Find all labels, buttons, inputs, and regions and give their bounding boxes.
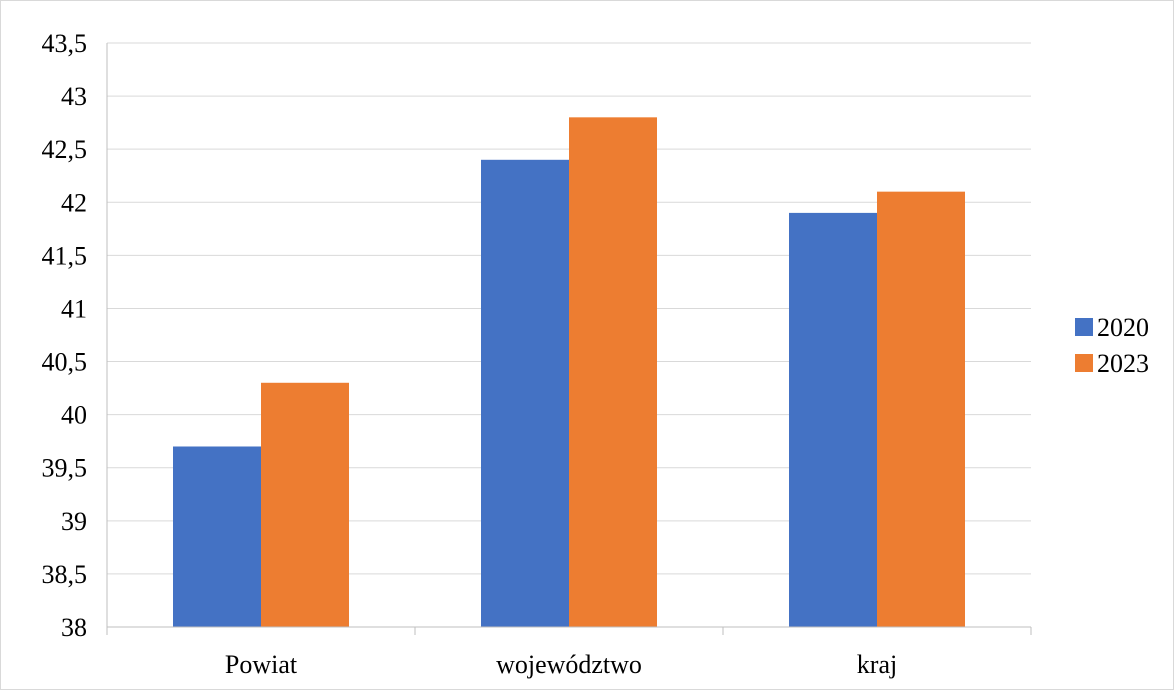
y-tick-label: 38,5 bbox=[42, 560, 88, 589]
y-tick-label: 40,5 bbox=[42, 348, 88, 377]
bar-2023-Powiat bbox=[261, 382, 349, 627]
bar-2023-kraj bbox=[877, 191, 965, 627]
y-tick-label: 38 bbox=[61, 613, 87, 642]
y-tick-label: 39,5 bbox=[42, 454, 88, 483]
y-tick-label: 40 bbox=[61, 401, 87, 430]
legend-label: 2023 bbox=[1097, 349, 1149, 378]
bar-2023-województwo bbox=[569, 117, 657, 627]
y-tick-label: 41 bbox=[61, 294, 87, 323]
legend: 2020 2023 bbox=[1075, 313, 1149, 378]
y-tick-label: 42,5 bbox=[42, 135, 88, 164]
y-tick-label: 43 bbox=[61, 82, 87, 111]
legend-swatch bbox=[1075, 318, 1093, 336]
x-category-label: Powiat bbox=[225, 650, 298, 679]
bar-2020-kraj bbox=[789, 212, 877, 627]
y-tick-label: 43,5 bbox=[42, 29, 88, 58]
bars bbox=[173, 117, 965, 628]
bar-2020-Powiat bbox=[173, 446, 261, 627]
y-tick-labels: 38 38,5 39 39,5 40 40,5 41 41,5 42 42,5 43 43,5 bbox=[42, 29, 88, 642]
y-tick-label: 42 bbox=[61, 188, 87, 217]
x-category-label: kraj bbox=[857, 650, 897, 679]
y-tick-label: 39 bbox=[61, 507, 87, 536]
legend-swatch bbox=[1075, 354, 1093, 372]
bar-2020-województwo bbox=[481, 159, 569, 628]
legend-label: 2020 bbox=[1097, 313, 1149, 342]
x-category-labels: Powiat województwo kraj bbox=[225, 650, 897, 679]
x-category-label: województwo bbox=[496, 650, 642, 679]
axes bbox=[106, 43, 1032, 635]
y-tick-label: 41,5 bbox=[42, 241, 88, 270]
